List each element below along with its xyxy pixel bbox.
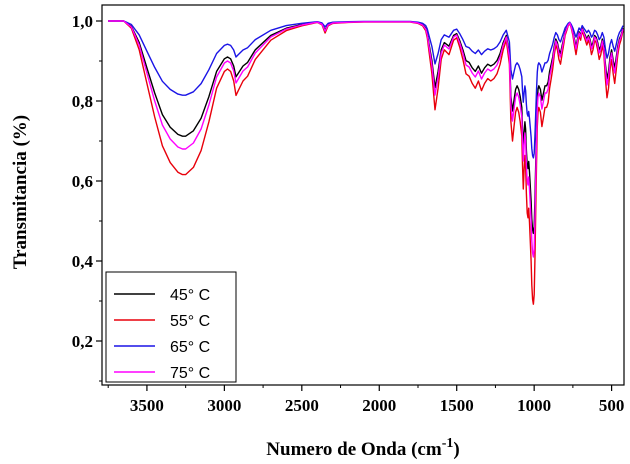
series-line-1 [108, 20, 624, 235]
x-tick-label: 500 [599, 396, 625, 415]
x-tick-label: 3500 [130, 396, 164, 415]
legend-label-65: 65° C [170, 339, 210, 356]
x-axis-title: Numero de Onda (cm-1) [266, 436, 459, 460]
x-tick-label: 2000 [362, 396, 396, 415]
x-axis: 3500 3000 2500 2000 1500 1000 500 [107, 385, 625, 415]
series-line-2 [108, 20, 624, 305]
x-tick-label: 1500 [440, 396, 474, 415]
x-tick-label: 2500 [285, 396, 319, 415]
y-tick-label: 0,8 [72, 92, 93, 111]
legend: 45° C 55° C 65° C 75° C [105, 271, 237, 383]
legend-label-75: 75° C [170, 365, 210, 382]
series-line-3 [108, 20, 624, 159]
y-axis: 0,2 0,4 0,6 0,8 1,0 [72, 12, 102, 382]
y-tick-label: 0,2 [72, 332, 93, 351]
series-line-4 [108, 20, 624, 258]
x-tick-label: 1000 [517, 396, 551, 415]
y-axis-title: Transmitancia (%) [10, 115, 31, 269]
legend-label-45: 45° C [170, 287, 210, 304]
plot-frame [101, 4, 625, 386]
legend-label-55: 55° C [170, 313, 210, 330]
legend-box [105, 271, 237, 383]
x-tick-label: 3000 [207, 396, 241, 415]
y-tick-label: 0,6 [72, 172, 93, 191]
y-tick-label: 0,4 [72, 252, 94, 271]
series-layer [108, 20, 624, 305]
y-tick-label: 1,0 [72, 12, 93, 31]
